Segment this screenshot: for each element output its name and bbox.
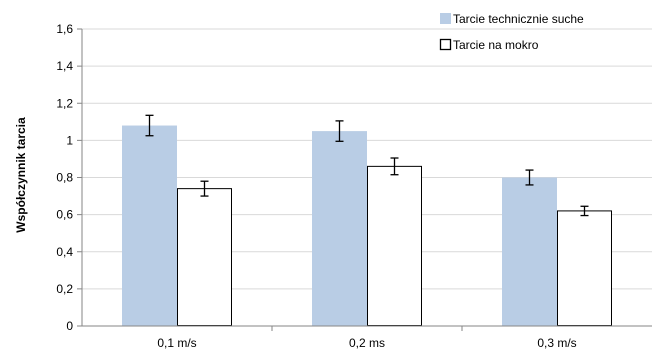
y-tick-label: 0,2	[56, 282, 73, 296]
error-bar	[390, 157, 399, 176]
error-bar	[145, 114, 154, 137]
axes: 0 0,2 0,4 0,6 0,8 1 1,2 1,4 1,6 0,1 m/s 0,2 ms 0,3 …	[56, 22, 652, 350]
y-tick-label: 0,8	[56, 171, 73, 185]
y-tick-label: 1,4	[56, 59, 73, 73]
y-tick-label: 1,2	[56, 96, 73, 110]
y-tick-label: 0	[66, 319, 73, 333]
error-bar	[200, 180, 209, 197]
bars	[122, 125, 612, 327]
legend-item: Tarcie na mokro	[439, 38, 539, 52]
y-axis-label: Współczynnik tarcia	[14, 117, 28, 233]
error-bar	[525, 169, 534, 186]
legend-swatch	[440, 13, 451, 24]
y-tick-label: 1	[66, 133, 73, 147]
error-bars	[145, 114, 589, 217]
legend-label: Tarcie na mokro	[453, 38, 539, 52]
legend-label: Tarcie technicznie suche	[453, 12, 584, 26]
x-tick-label: 0,3 m/s	[537, 336, 576, 350]
x-tick-label: 0,1 m/s	[157, 336, 196, 350]
bar-wet	[177, 188, 232, 326]
y-tick-label: 1,6	[56, 22, 73, 36]
legend-item: Tarcie technicznie suche	[440, 12, 584, 26]
y-tick-label: 0,4	[56, 245, 73, 259]
x-tick-label: 0,2 ms	[349, 336, 385, 350]
bar-dry	[312, 131, 367, 326]
bar-dry	[122, 125, 177, 327]
bar-dry	[502, 177, 557, 326]
legend-swatch	[439, 38, 452, 51]
legend: Tarcie technicznie suche Tarcie na mokro	[439, 12, 584, 52]
error-bar	[335, 120, 344, 142]
bar-wet	[367, 165, 422, 326]
y-tick-label: 0,6	[56, 208, 73, 222]
error-bar	[580, 205, 589, 217]
bar-wet	[557, 210, 612, 327]
